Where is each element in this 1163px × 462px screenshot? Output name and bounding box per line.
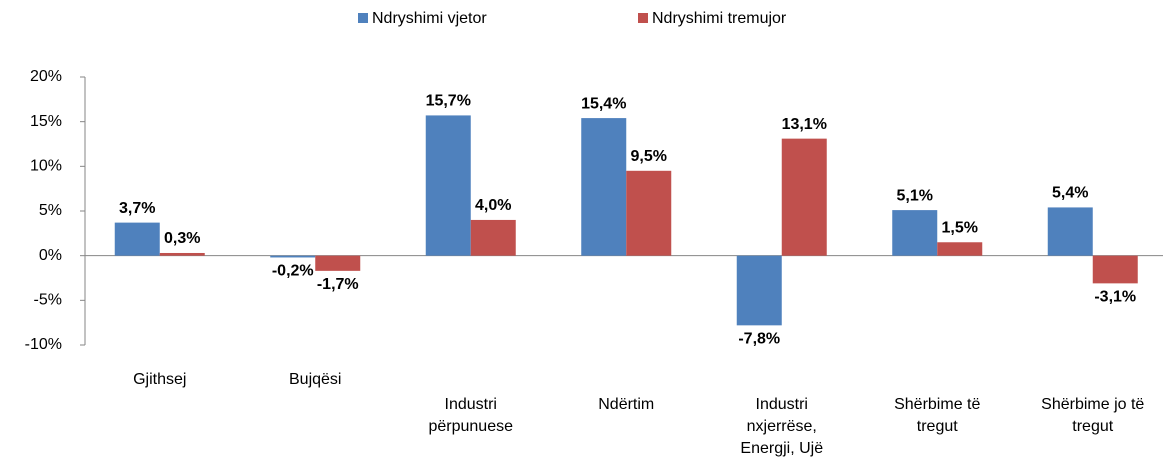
bar (581, 118, 627, 256)
value-label: 5,1% (897, 187, 933, 204)
x-tick-label: Bujqësi (289, 371, 341, 388)
bar (937, 242, 983, 256)
y-tick-label: 10% (30, 158, 62, 175)
x-tick-label: Ndërtim (598, 396, 654, 413)
value-label: -7,8% (738, 331, 780, 348)
value-label: -1,7% (317, 276, 359, 293)
bar (270, 255, 316, 258)
value-label: 1,5% (942, 219, 978, 236)
bar (1092, 255, 1138, 284)
bar (781, 138, 827, 256)
value-label: 9,5% (631, 148, 667, 165)
y-tick-label: 5% (39, 202, 62, 219)
y-tick-label: 0% (39, 247, 62, 264)
value-label: 15,4% (581, 95, 626, 112)
bar (736, 255, 782, 326)
bar (425, 115, 471, 256)
y-tick-label: 15% (30, 113, 62, 130)
value-label: 4,0% (475, 197, 511, 214)
bar (626, 170, 672, 256)
value-label: -0,2% (272, 263, 314, 280)
value-label: -3,1% (1094, 289, 1136, 306)
bar (892, 210, 938, 256)
x-tick-label: Shërbime të tregut (894, 396, 980, 435)
value-label: 5,4% (1052, 185, 1088, 202)
y-tick-label: 20% (30, 68, 62, 85)
legend-swatch (358, 13, 368, 23)
x-tick-label: Gjithsej (133, 371, 186, 388)
bar (114, 222, 160, 256)
bar (470, 219, 516, 256)
value-label: 15,7% (426, 93, 471, 110)
bar (1047, 207, 1093, 256)
value-label: 0,3% (164, 230, 200, 247)
legend-label: Ndryshimi vjetor (372, 10, 487, 27)
y-tick-label: -5% (34, 292, 62, 309)
x-tick-label: Shërbime jo të tregut (1041, 396, 1144, 435)
x-tick-label: Industri nxjerrëse, Energji, Ujë (740, 396, 823, 457)
value-label: 3,7% (119, 200, 155, 217)
legend-label: Ndryshimi tremujor (652, 10, 787, 27)
legend-swatch (638, 13, 648, 23)
bar (159, 252, 205, 256)
x-tick-label: Industri përpunuese (428, 396, 513, 435)
y-tick-label: -10% (25, 336, 62, 353)
bar (315, 255, 361, 271)
value-label: 13,1% (782, 116, 827, 133)
